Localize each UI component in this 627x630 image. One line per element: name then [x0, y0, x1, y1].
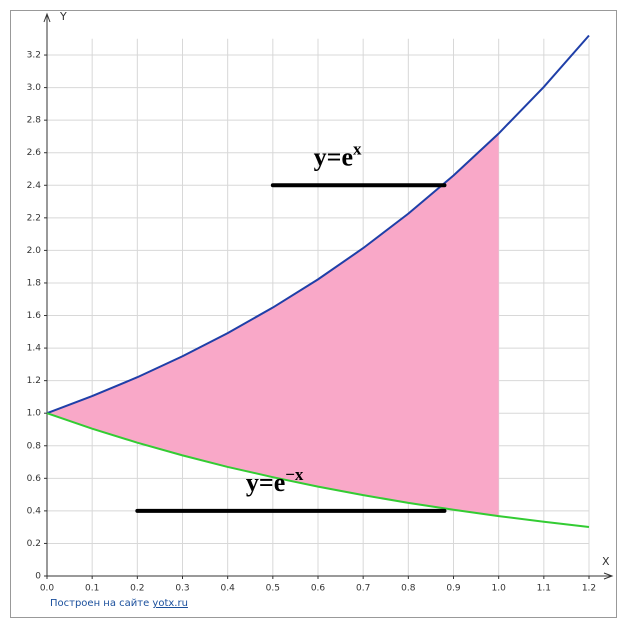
- y-tick-label: 1.8: [27, 278, 42, 288]
- shaded-area: [47, 133, 499, 517]
- y-tick-label: 1.2: [27, 376, 41, 386]
- y-tick-label: 2.8: [27, 116, 42, 126]
- y-tick-label: 3.0: [27, 83, 42, 93]
- annotation-text: y=e−x: [246, 465, 304, 497]
- footer-text: Построен на сайте: [50, 598, 152, 609]
- x-tick-label: 0.4: [221, 584, 236, 594]
- y-tick-label: 0.4: [27, 506, 42, 516]
- annotation-base: y=e: [246, 468, 285, 497]
- y-tick-label: 3.2: [27, 51, 41, 61]
- y-tick-label: 2.4: [27, 181, 42, 191]
- annotation-sup: −x: [285, 465, 304, 484]
- y-tick-label: 0.6: [27, 474, 42, 484]
- x-tick-label: 1.2: [582, 584, 596, 594]
- y-tick-label: 1.4: [27, 344, 42, 354]
- x-tick-label: 0.7: [356, 584, 370, 594]
- line-series: [46, 34, 590, 415]
- y-tick-label: 1.6: [27, 311, 42, 321]
- y-tick-label: 0.2: [27, 539, 41, 549]
- x-axis-arrow: [603, 572, 614, 580]
- y-tick-label: 0: [35, 572, 41, 582]
- annotation-sup: x: [353, 139, 362, 158]
- footer: Построен на сайте yotx.ru: [50, 598, 188, 609]
- y-tick-label: 0.8: [27, 441, 42, 451]
- x-axis-label: X: [602, 555, 610, 568]
- y-tick-label: 1.0: [27, 409, 42, 419]
- annotation-base: y=e: [314, 142, 353, 171]
- x-tick-label: 0.6: [311, 584, 326, 594]
- y-tick-label: 2.0: [27, 246, 42, 256]
- x-tick-label: 0.5: [266, 584, 280, 594]
- x-tick-label: 0.0: [40, 584, 55, 594]
- x-tick-label: 0.8: [401, 584, 416, 594]
- x-tick-label: 0.1: [85, 584, 99, 594]
- annotation-text: y=ex: [314, 139, 362, 171]
- x-tick-label: 1.1: [537, 584, 551, 594]
- y-axis-arrow: [43, 12, 51, 23]
- y-tick-label: 2.2: [27, 213, 41, 223]
- line-series: [46, 412, 590, 528]
- x-tick-label: 0.2: [130, 584, 144, 594]
- x-tick-label: 0.3: [175, 584, 189, 594]
- x-tick-label: 0.9: [446, 584, 461, 594]
- y-axis-label: Y: [59, 10, 67, 23]
- footer-link[interactable]: yotx.ru: [152, 598, 188, 609]
- y-tick-label: 2.6: [27, 148, 42, 158]
- x-tick-label: 1.0: [492, 584, 507, 594]
